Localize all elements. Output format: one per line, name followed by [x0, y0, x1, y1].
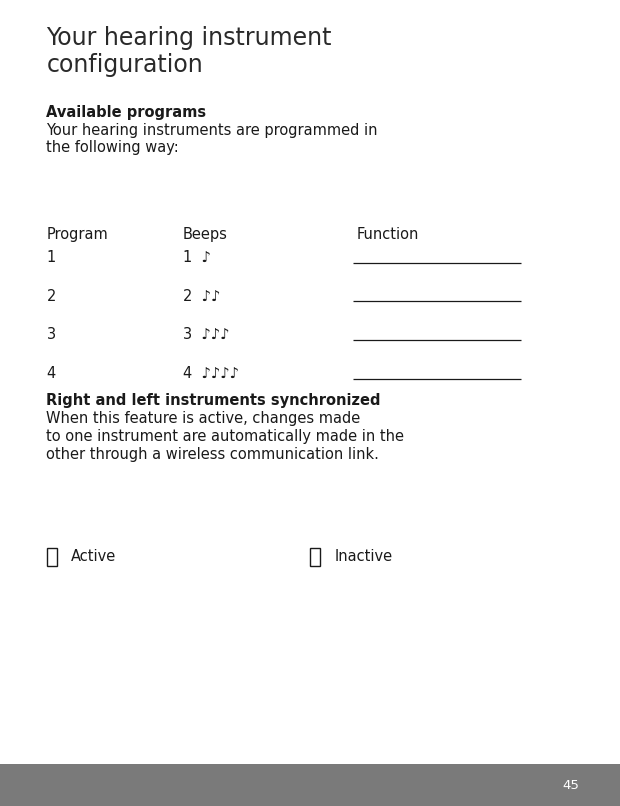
Text: Inactive: Inactive: [334, 550, 392, 564]
FancyBboxPatch shape: [0, 764, 620, 806]
Text: Active: Active: [71, 550, 116, 564]
Text: 45: 45: [562, 779, 579, 791]
Text: Your hearing instrument: Your hearing instrument: [46, 26, 332, 50]
Text: to one instrument are automatically made in the: to one instrument are automatically made…: [46, 429, 404, 444]
Text: the following way:: the following way:: [46, 140, 179, 156]
Text: Program: Program: [46, 227, 108, 243]
Text: configuration: configuration: [46, 53, 203, 77]
Text: 1: 1: [46, 250, 56, 265]
Text: 3: 3: [46, 327, 56, 343]
Text: 4: 4: [46, 366, 56, 381]
Text: Function: Function: [356, 227, 419, 243]
Text: 3  ♪♪♪: 3 ♪♪♪: [183, 327, 229, 343]
Text: 1  ♪: 1 ♪: [183, 250, 211, 265]
Text: Your hearing instruments are programmed in: Your hearing instruments are programmed …: [46, 123, 378, 138]
Text: Right and left instruments synchronized: Right and left instruments synchronized: [46, 393, 381, 409]
FancyBboxPatch shape: [310, 548, 321, 566]
Text: 2: 2: [46, 289, 56, 304]
Text: 4  ♪♪♪♪: 4 ♪♪♪♪: [183, 366, 239, 381]
Text: 2  ♪♪: 2 ♪♪: [183, 289, 220, 304]
Text: other through a wireless communication link.: other through a wireless communication l…: [46, 447, 379, 462]
Text: When this feature is active, changes made: When this feature is active, changes mad…: [46, 411, 361, 426]
FancyBboxPatch shape: [46, 548, 57, 566]
Text: Beeps: Beeps: [183, 227, 228, 243]
Text: Available programs: Available programs: [46, 105, 206, 120]
